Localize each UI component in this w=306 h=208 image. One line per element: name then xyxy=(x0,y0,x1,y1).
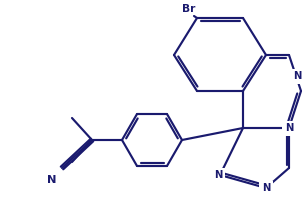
Text: N: N xyxy=(293,71,301,81)
Text: Br: Br xyxy=(182,4,195,14)
Text: N: N xyxy=(285,123,293,133)
Text: N: N xyxy=(262,183,270,193)
Text: N: N xyxy=(214,170,222,180)
Text: N: N xyxy=(47,175,57,185)
